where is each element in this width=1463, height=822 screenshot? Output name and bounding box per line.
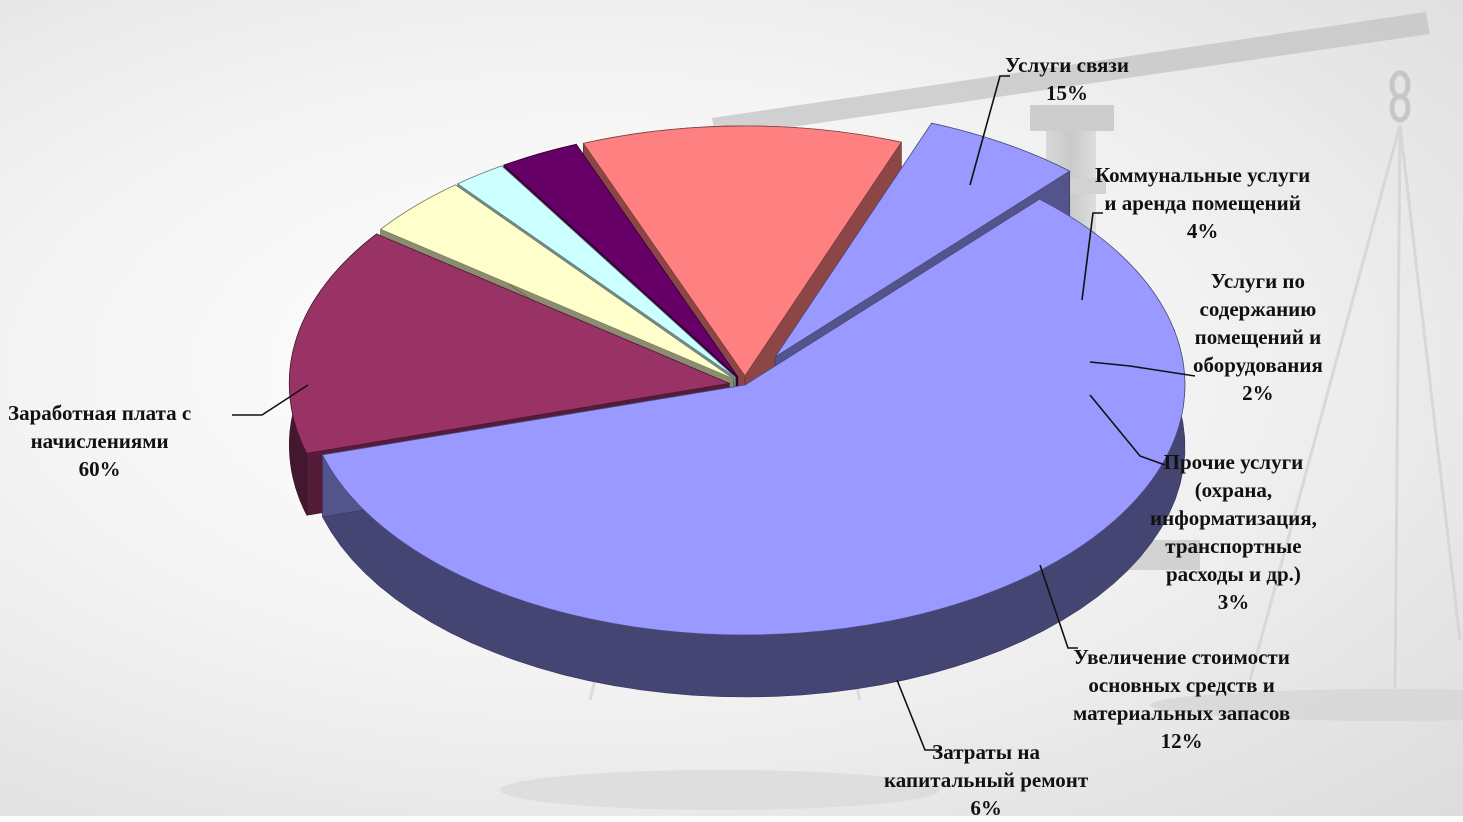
label-fixed-assets-name: Увеличение стоимости основных средств и … xyxy=(1073,645,1291,725)
label-other-services-value: 3% xyxy=(1217,590,1250,614)
label-maintenance-name: Услуги по содержанию помещений и оборудо… xyxy=(1193,269,1323,377)
label-capital-repair-name: Затраты на капитальный ремонт xyxy=(884,740,1089,792)
label-communication-name: Услуги связи xyxy=(1005,53,1129,77)
leader-line-other-services xyxy=(1089,394,1166,466)
label-maintenance: Услуги по содержанию помещений и оборудо… xyxy=(1193,267,1323,407)
pie-slice-utilities xyxy=(379,184,734,380)
label-salary-name: Заработная плата с начислениями xyxy=(8,401,192,453)
label-utilities-name: Коммунальные услуги и аренда помещений xyxy=(1095,163,1311,215)
label-salary-value: 60% xyxy=(78,457,121,481)
leader-line-utilities xyxy=(1081,212,1103,301)
label-communication: Услуги связи 15% xyxy=(1005,51,1129,107)
label-salary: Заработная плата с начислениями 60% xyxy=(8,399,191,483)
label-fixed-assets: Увеличение стоимости основных средств и … xyxy=(1073,643,1290,755)
label-communication-value: 15% xyxy=(1045,81,1088,105)
leader-lines xyxy=(232,75,1196,751)
leader-line-capital-repair xyxy=(896,679,940,751)
label-capital-repair: Затраты на капитальный ремонт 6% xyxy=(884,738,1088,822)
label-capital-repair-value: 6% xyxy=(970,796,1002,820)
label-other-services-name: Прочие услуги (охрана, информатизация, т… xyxy=(1150,450,1317,586)
pie-tops xyxy=(288,122,1186,636)
pie-slice-fixed-assets xyxy=(582,125,902,377)
pie-slice-communication xyxy=(288,233,731,454)
label-maintenance-value: 2% xyxy=(1242,381,1274,405)
label-utilities: Коммунальные услуги и аренда помещений 4… xyxy=(1095,161,1310,245)
leader-line-maintenance xyxy=(1089,361,1196,377)
pie-slice-other-services xyxy=(503,143,739,378)
pie-slice-maintenance xyxy=(456,165,736,378)
pie-slice-capital-repair xyxy=(774,122,1071,358)
label-utilities-value: 4% xyxy=(1186,219,1219,243)
label-other-services: Прочие услуги (охрана, информатизация, т… xyxy=(1150,448,1317,616)
label-fixed-assets-value: 12% xyxy=(1160,729,1203,753)
leader-line-communication xyxy=(969,75,1010,186)
leader-line-fixed-assets xyxy=(1039,564,1078,649)
pie-slice-salary xyxy=(321,198,1186,636)
leader-line-salary xyxy=(232,384,309,416)
